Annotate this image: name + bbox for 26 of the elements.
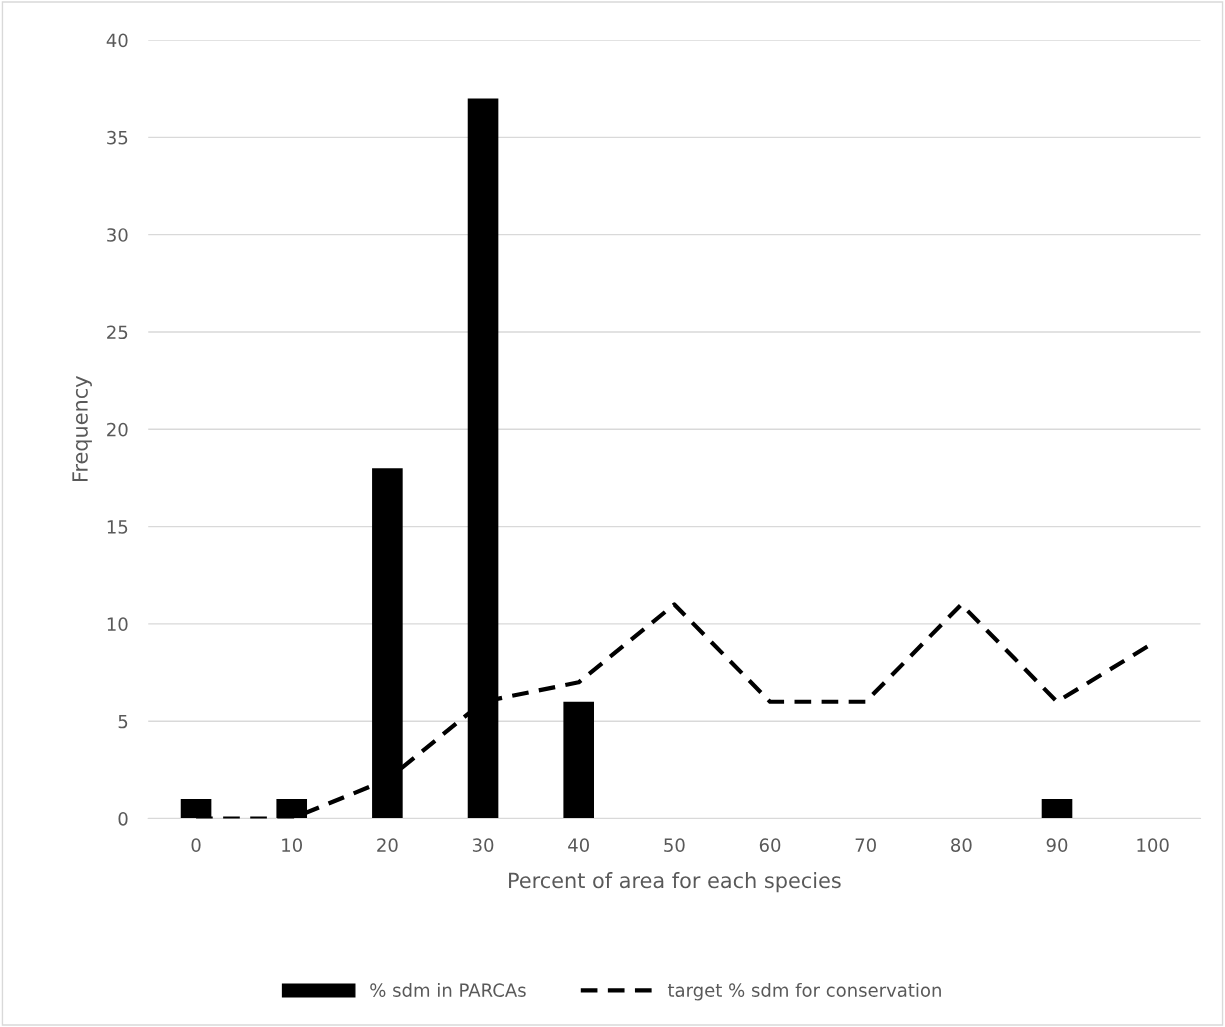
x-tick-label: 70: [855, 838, 876, 852]
x-tick-label: 20: [377, 838, 398, 852]
x-tick-label: 100: [1137, 838, 1169, 852]
bar: [563, 701, 595, 819]
bar: [1041, 799, 1073, 819]
x-axis-title: Percent of area for each species: [509, 872, 841, 893]
y-tick-label: 35: [107, 130, 128, 145]
y-tick-label: 20: [107, 422, 128, 437]
y-axis-title: Frequency: [72, 376, 92, 482]
legend-label: % sdm in PARCAs: [370, 983, 526, 997]
x-tick-label: 40: [568, 838, 589, 852]
y-tick-label: 10: [107, 617, 128, 632]
y-tick-label: 40: [106, 33, 128, 48]
x-tick-label: 0: [191, 838, 201, 852]
x-tick-label: 90: [1046, 838, 1068, 852]
y-tick-label: 0: [118, 811, 128, 826]
x-tick-label: 60: [759, 838, 781, 852]
y-tick-label: 25: [107, 325, 128, 340]
y-tick-label: 15: [107, 520, 128, 534]
x-tick-label: 50: [664, 838, 685, 852]
y-tick-label: 30: [107, 228, 128, 242]
x-tick-label: 30: [472, 838, 494, 852]
x-tick-label: 80: [951, 838, 972, 852]
legend-label: target % sdm for conservation: [667, 983, 941, 1001]
y-tick-label: 5: [118, 714, 128, 729]
x-tick-label: 10: [282, 838, 303, 852]
